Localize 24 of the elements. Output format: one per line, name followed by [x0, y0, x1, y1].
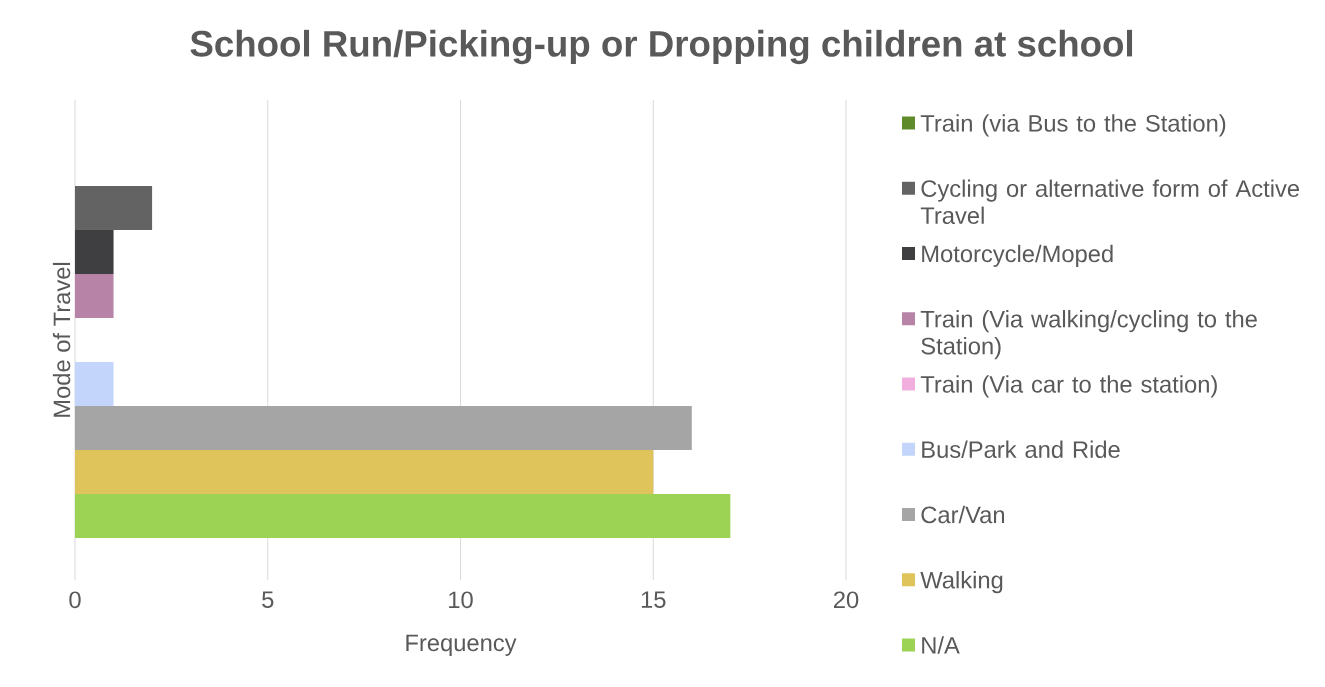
- legend-label: N/A: [922, 636, 960, 654]
- bar: [75, 186, 153, 231]
- x-tick-label: 15: [641, 591, 666, 608]
- legend-label: Train (Via walking/cycling to the Station): [920, 310, 1257, 360]
- legend-label: Cycling or alternative form of Active Travel: [920, 179, 1300, 224]
- bar: [75, 274, 114, 319]
- legend-label: Car/Van: [921, 505, 1005, 524]
- legend-label: Train (Via car to the station): [920, 375, 1217, 398]
- bar: [75, 362, 114, 407]
- bar: [75, 494, 731, 539]
- legend-label: Train (via Bus to the Station): [920, 114, 1226, 137]
- bar: [75, 406, 692, 451]
- x-tick-label: 10: [449, 591, 473, 609]
- x-axis-title: Frequency: [406, 634, 517, 656]
- legend-label: Bus/Park and Ride: [922, 440, 1120, 458]
- y-axis-title: Mode of Travel: [52, 262, 71, 417]
- legend-label: Motorcycle/Moped: [922, 244, 1113, 267]
- x-tick-label: 5: [262, 591, 274, 608]
- bar: [75, 450, 654, 495]
- bar: [75, 230, 114, 275]
- x-tick-label: 20: [834, 591, 859, 609]
- chart-title: School Run/Picking-up or Dropping children at school: [190, 29, 1133, 65]
- legend-label: Walking: [920, 571, 1003, 594]
- x-tick-label: 0: [69, 591, 81, 609]
